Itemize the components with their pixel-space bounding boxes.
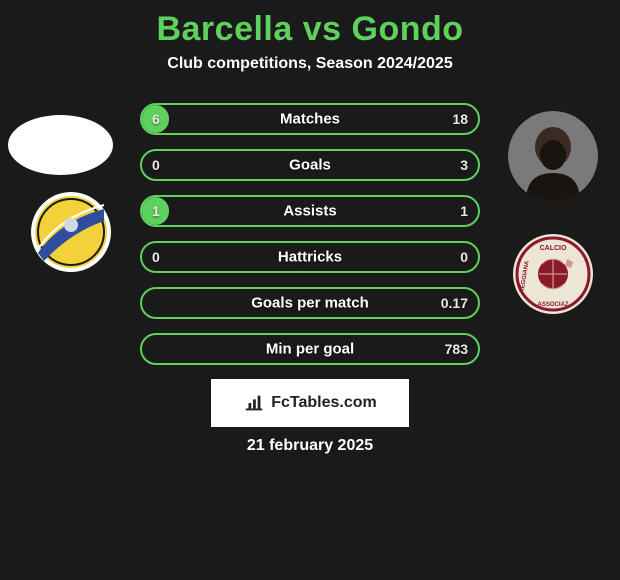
svg-text:CALCIO: CALCIO [540,245,567,252]
stat-bar-value-left: 6 [152,111,160,127]
club-left-crest [30,191,112,273]
stat-bar-label: Goals [289,157,331,174]
stat-bar-value-left: 1 [152,203,160,219]
stat-bar-value-left: 0 [152,249,160,265]
infographic-container: Barcella vs Gondo Club competitions, Sea… [0,0,620,455]
player-right-avatar [508,111,598,201]
stat-bar-value-right: 18 [452,111,468,127]
stat-bar-label: Min per goal [266,341,354,358]
player-right-silhouette-icon [508,111,598,201]
stat-bar-label: Hattricks [278,249,342,266]
stat-bar-value-left: 0 [152,157,160,173]
stat-bar-value-right: 783 [445,341,468,357]
stat-bar-value-right: 0 [460,249,468,265]
stat-bar: Goals per match 0.17 [140,287,480,319]
stat-bar: Hattricks 0 0 [140,241,480,273]
svg-text:ASSOCIAZ: ASSOCIAZ [537,302,568,308]
stat-bar: Assists 1 1 [140,195,480,227]
stat-bar-label: Matches [280,111,340,128]
stat-bar-value-right: 1 [460,203,468,219]
player-left-avatar [8,115,113,175]
stat-bar: Min per goal 783 [140,333,480,365]
stat-bar-value-right: 0.17 [441,295,468,311]
stat-bar-label: Goals per match [251,295,369,312]
club-right-crest-icon: CALCIO ASSOCIAZ REGGIANA [512,233,594,315]
page-title: Barcella vs Gondo [0,10,620,49]
club-right-crest: CALCIO ASSOCIAZ REGGIANA [512,233,594,315]
source-logo-box: FcTables.com [211,379,409,427]
subtitle: Club competitions, Season 2024/2025 [0,55,620,73]
stats-content: CALCIO ASSOCIAZ REGGIANA Matches 6 18 Goals… [0,103,620,455]
comparison-date: 21 february 2025 [0,437,620,455]
stat-bar: Goals 0 3 [140,149,480,181]
club-left-crest-icon [30,191,112,273]
stat-bar-label: Assists [283,203,336,220]
stat-bar: Matches 6 18 [140,103,480,135]
chart-icon [243,392,265,414]
stat-bar-value-right: 3 [460,157,468,173]
source-logo-text: FcTables.com [271,394,377,412]
